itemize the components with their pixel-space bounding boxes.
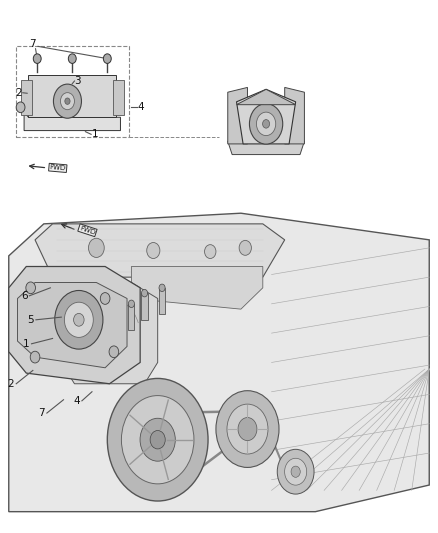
FancyBboxPatch shape	[159, 288, 165, 314]
FancyBboxPatch shape	[21, 80, 32, 115]
FancyBboxPatch shape	[128, 304, 134, 330]
Circle shape	[64, 302, 93, 337]
Circle shape	[147, 243, 160, 259]
Circle shape	[263, 119, 270, 128]
Polygon shape	[237, 90, 296, 104]
Circle shape	[227, 404, 268, 454]
Text: 5: 5	[27, 315, 34, 325]
Circle shape	[103, 54, 111, 63]
Circle shape	[205, 245, 216, 259]
Text: 7: 7	[29, 39, 36, 49]
Polygon shape	[285, 87, 304, 144]
Polygon shape	[18, 282, 127, 368]
Text: 4: 4	[73, 396, 80, 406]
Circle shape	[74, 313, 84, 326]
Text: FWD: FWD	[79, 225, 96, 236]
Circle shape	[257, 112, 276, 135]
Circle shape	[88, 238, 104, 257]
Circle shape	[285, 458, 307, 485]
Polygon shape	[228, 141, 304, 155]
Circle shape	[33, 54, 41, 63]
Circle shape	[150, 431, 165, 449]
Polygon shape	[9, 213, 429, 512]
Text: 1: 1	[23, 339, 30, 349]
Circle shape	[107, 378, 208, 501]
Polygon shape	[28, 75, 116, 117]
Text: 2: 2	[15, 88, 22, 98]
Polygon shape	[24, 112, 120, 131]
Circle shape	[121, 395, 194, 484]
Circle shape	[68, 54, 76, 63]
Text: 2: 2	[7, 379, 14, 389]
Circle shape	[216, 391, 279, 467]
Circle shape	[291, 466, 300, 478]
FancyBboxPatch shape	[0, 208, 438, 533]
Polygon shape	[9, 266, 140, 384]
Circle shape	[55, 290, 103, 349]
Circle shape	[141, 289, 148, 297]
Circle shape	[100, 293, 110, 304]
Circle shape	[238, 417, 257, 441]
Circle shape	[30, 351, 40, 363]
Polygon shape	[131, 266, 263, 309]
Text: 3: 3	[74, 76, 81, 86]
Circle shape	[159, 284, 165, 292]
FancyBboxPatch shape	[141, 293, 148, 320]
Circle shape	[16, 102, 25, 112]
Circle shape	[140, 418, 175, 461]
Circle shape	[128, 300, 134, 308]
Text: 7: 7	[38, 408, 45, 418]
FancyBboxPatch shape	[113, 80, 124, 115]
Circle shape	[26, 282, 35, 294]
Polygon shape	[61, 282, 158, 384]
Polygon shape	[35, 224, 285, 277]
Circle shape	[239, 240, 251, 255]
Text: 6: 6	[21, 291, 28, 301]
Circle shape	[250, 103, 283, 144]
Text: FWD: FWD	[49, 164, 66, 172]
Polygon shape	[237, 90, 296, 144]
Text: 4: 4	[138, 102, 145, 111]
Polygon shape	[228, 87, 247, 144]
Circle shape	[65, 98, 70, 104]
Text: 1: 1	[92, 130, 99, 139]
Circle shape	[53, 84, 81, 118]
Circle shape	[60, 93, 74, 110]
Circle shape	[277, 449, 314, 494]
Circle shape	[109, 346, 119, 358]
